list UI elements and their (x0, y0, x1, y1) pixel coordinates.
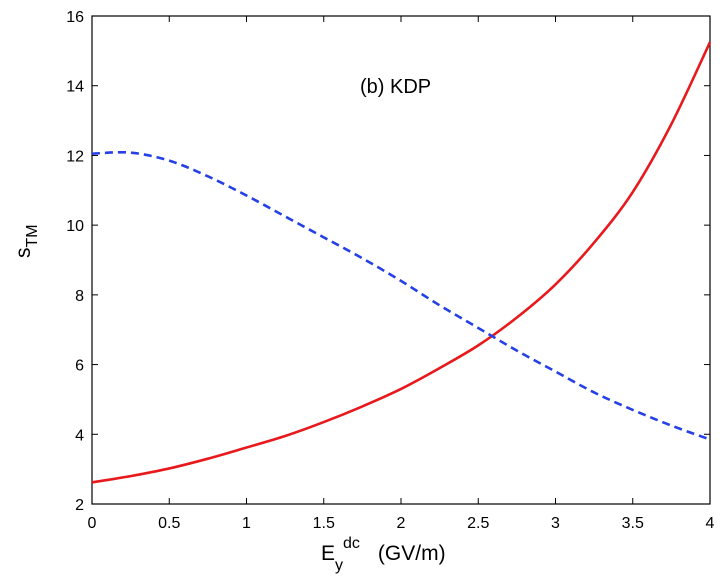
y-tick-label: 16 (66, 9, 84, 26)
y-tick-label: 14 (66, 79, 84, 96)
y-axis-label-main: s (12, 248, 35, 259)
x-axis-label-sub: y (335, 557, 343, 574)
y-tick-label: 6 (75, 358, 84, 375)
x-axis-label: Eydc (GV/m) (321, 535, 446, 574)
y-tick-label: 12 (66, 148, 84, 165)
y-axis-label-sub: TM (24, 224, 41, 247)
x-tick-label: 1 (242, 515, 251, 532)
x-tick-label: 4 (706, 515, 715, 532)
ticks-layer: 0 0.5 1 1.5 2 2.5 3 3.5 4 2 4 6 8 10 12 14 16 (66, 9, 714, 532)
y-tick-label: 2 (75, 497, 84, 514)
chart-annotation: (b) KDP (360, 76, 431, 98)
y-tick-label: 8 (75, 288, 84, 305)
x-tick-label: 3 (551, 515, 560, 532)
x-tick-label: 0 (88, 515, 97, 532)
y-axis-label: sTM (12, 224, 41, 258)
x-axis-label-sup: dc (343, 535, 360, 552)
series-line-dashed-blue (91, 150, 711, 441)
y-tick-label: 10 (66, 218, 84, 235)
x-tick-label: 0.5 (158, 515, 180, 532)
x-tick-label: 2 (397, 515, 406, 532)
x-tick-label: 3.5 (622, 515, 644, 532)
x-tick-label: 2.5 (467, 515, 489, 532)
x-axis-label-main: E (321, 542, 335, 565)
series-line-solid-red (91, 41, 712, 484)
series-layer (91, 41, 712, 484)
x-tick-label: 1.5 (313, 515, 335, 532)
y-tick-label: 4 (75, 427, 84, 444)
x-axis-label-unit: (GV/m) (378, 542, 446, 565)
